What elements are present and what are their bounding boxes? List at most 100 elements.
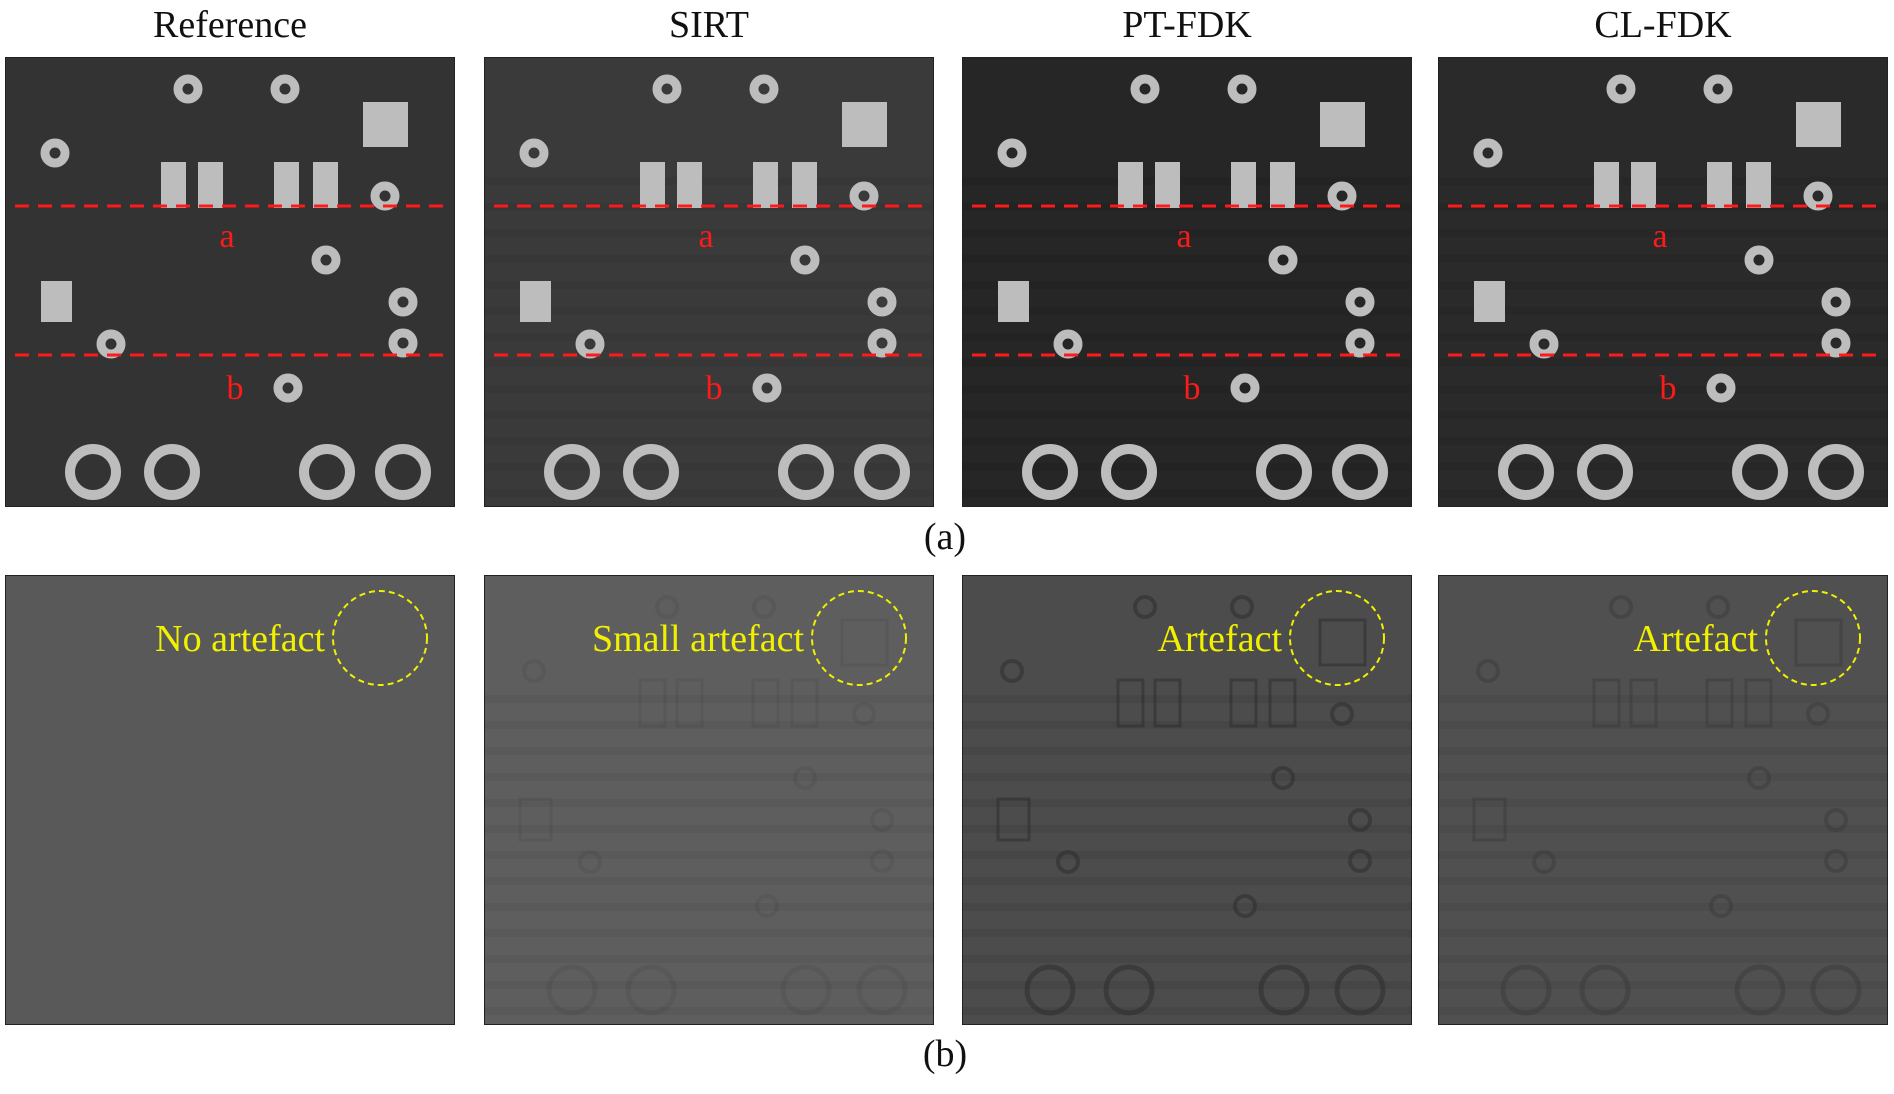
pad-rect: [1707, 162, 1732, 208]
via-ring: [867, 328, 897, 358]
pad-rect: [1268, 678, 1297, 728]
pad-ring: [856, 964, 908, 1016]
pad-ring: [1258, 964, 1310, 1016]
pad-ring: [544, 444, 600, 500]
features: [1472, 595, 1862, 1016]
via-ring: [1532, 850, 1556, 874]
pad-ring: [1732, 444, 1788, 500]
streak-artefact: [484, 281, 934, 289]
streak-artefact: [484, 307, 934, 315]
pad-rect: [1705, 678, 1734, 728]
artefact-label: Artefact: [1634, 618, 1759, 660]
streak-artefact: [1438, 437, 1888, 445]
profile-line-label: a: [1652, 218, 1667, 255]
streak-artefact: [484, 903, 934, 911]
pad-ring: [1332, 444, 1388, 500]
panel-b-sirt: Small artefact: [484, 575, 934, 1025]
via-ring: [40, 138, 70, 168]
panel-image: ab: [1438, 57, 1888, 507]
via-ring: [752, 373, 782, 403]
profile-line-label: b: [706, 370, 723, 407]
features: [40, 74, 431, 500]
profile-line-label: b: [227, 370, 244, 407]
via-ring: [1348, 849, 1372, 873]
panel-b-pt-fdk: Artefact: [962, 575, 1412, 1025]
pad-ring: [375, 444, 431, 500]
artefact-region-circle: [332, 590, 428, 686]
streak-artefact: [1438, 333, 1888, 341]
streak-artefact: [484, 981, 934, 989]
streak-artefact: [1438, 385, 1888, 393]
streak-artefact: [484, 695, 934, 703]
profile-line-label: a: [219, 218, 234, 255]
profile-line-label: b: [1660, 370, 1677, 407]
via-ring: [1133, 595, 1157, 619]
via-ring: [273, 373, 303, 403]
streak-artefact: [484, 929, 934, 937]
via-ring: [1824, 849, 1848, 873]
features: [997, 74, 1388, 500]
streak-artefact: [962, 463, 1412, 471]
streak-artefact: [962, 229, 1412, 237]
pad-ring: [623, 444, 679, 500]
pad-rect: [274, 162, 299, 208]
via-ring: [173, 74, 203, 104]
streak-artefact: [962, 307, 1412, 315]
via-ring: [652, 74, 682, 104]
pad-ring: [1101, 444, 1157, 500]
pad-rect: [363, 102, 408, 147]
profile-line-label: b: [1184, 370, 1201, 407]
artefact-label: Small artefact: [592, 618, 805, 660]
via-ring: [1056, 850, 1080, 874]
via-ring: [1744, 245, 1774, 275]
via-ring: [870, 849, 894, 873]
panel-image: Artefact: [1438, 575, 1888, 1025]
pad-ring: [65, 444, 121, 500]
pad-rect: [1472, 797, 1507, 842]
streak-artefact: [484, 255, 934, 263]
streak-artefact: [484, 851, 934, 859]
streak-artefact: [1438, 281, 1888, 289]
features: [519, 74, 910, 500]
streak-artefact: [1438, 981, 1888, 989]
streak-artefact: [1438, 877, 1888, 885]
via-ring: [1706, 373, 1736, 403]
pad-rect: [1155, 162, 1180, 208]
streak-artefact: [1438, 307, 1888, 315]
via-ring: [1709, 894, 1733, 918]
background: [484, 575, 934, 1025]
via-ring: [1824, 808, 1848, 832]
via-ring: [1348, 808, 1372, 832]
streak-artefact: [1438, 229, 1888, 237]
artefact-region-circle: [811, 590, 907, 686]
streak-artefact: [1438, 851, 1888, 859]
caption-a: (a): [923, 516, 967, 558]
streak-artefact: [1438, 177, 1888, 185]
panel-image: Small artefact: [484, 575, 934, 1025]
pad-ring: [1022, 444, 1078, 500]
pad-rect: [1744, 678, 1773, 728]
streak-artefact: [962, 411, 1412, 419]
streak-artefact: [962, 851, 1412, 859]
via-ring: [1821, 328, 1851, 358]
streak-artefact: [962, 773, 1412, 781]
via-ring: [790, 245, 820, 275]
streak-artefact: [962, 437, 1412, 445]
streak-artefact: [484, 799, 934, 807]
panel-image: ab: [484, 57, 934, 507]
pad-rect: [1631, 162, 1656, 208]
artefact-label: No artefact: [155, 618, 325, 660]
streak-artefact: [962, 489, 1412, 497]
features: [996, 595, 1386, 1016]
column-title-reference: Reference: [153, 4, 307, 46]
streak-artefact: [484, 385, 934, 393]
via-ring: [1230, 373, 1260, 403]
pad-rect: [842, 102, 887, 147]
pad-rect: [840, 618, 889, 667]
pad-rect: [198, 162, 223, 208]
via-ring: [1233, 894, 1257, 918]
via-ring: [870, 808, 894, 832]
pad-rect: [1794, 618, 1843, 667]
